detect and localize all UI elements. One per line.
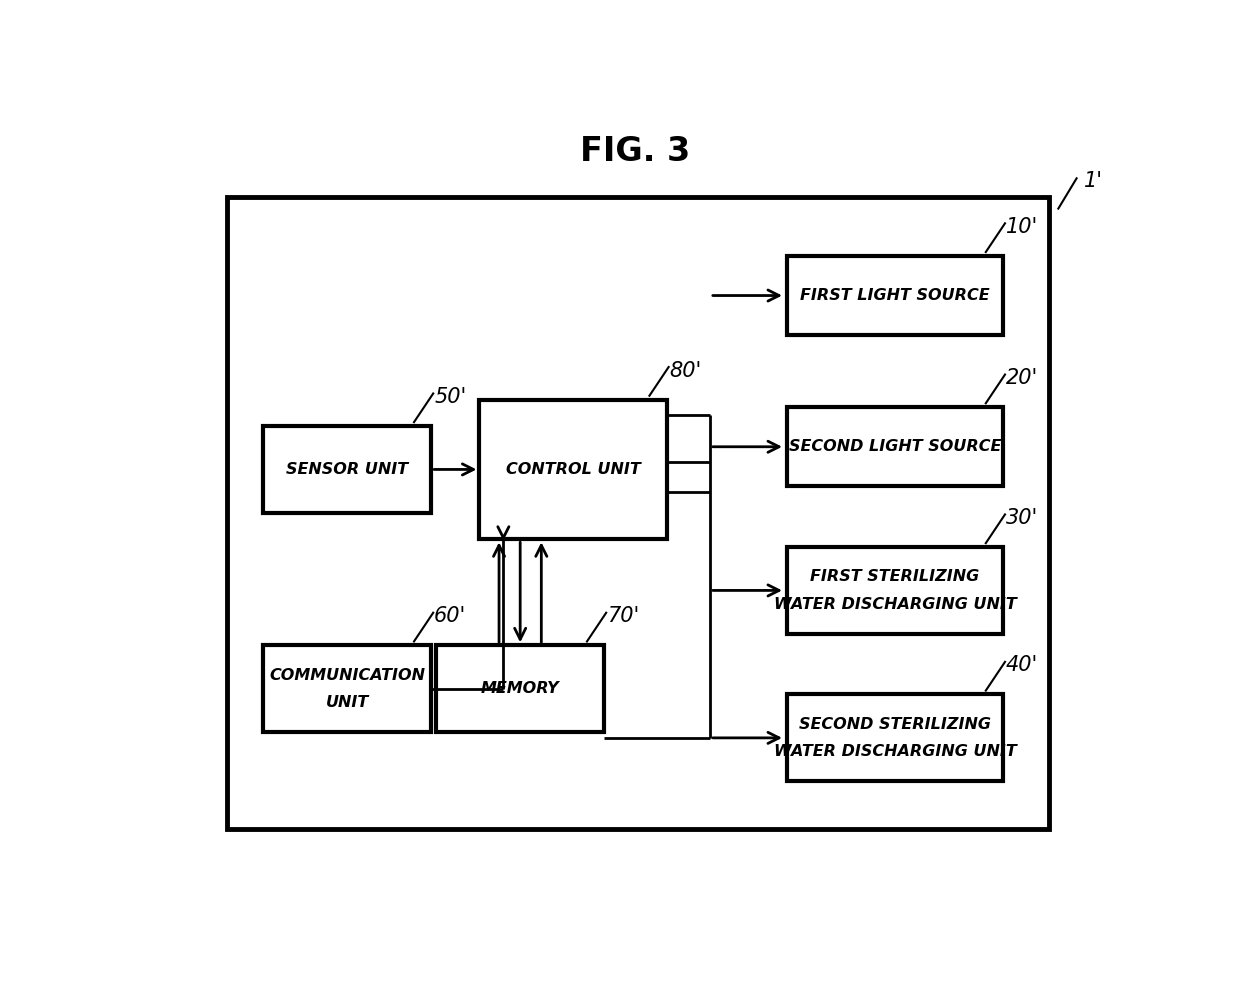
Text: MEMORY: MEMORY bbox=[481, 682, 559, 696]
Text: 70': 70' bbox=[608, 606, 640, 627]
Text: 30': 30' bbox=[1006, 508, 1038, 528]
Text: COMMUNICATION: COMMUNICATION bbox=[269, 668, 425, 682]
Text: 10': 10' bbox=[1006, 217, 1038, 237]
Text: SECOND LIGHT SOURCE: SECOND LIGHT SOURCE bbox=[789, 439, 1001, 455]
Text: 20': 20' bbox=[1006, 368, 1038, 388]
Bar bbox=[480, 400, 667, 539]
Bar bbox=[263, 645, 432, 733]
Text: SENSOR UNIT: SENSOR UNIT bbox=[286, 462, 408, 477]
Text: 50': 50' bbox=[434, 387, 466, 408]
Bar bbox=[787, 408, 1003, 486]
Text: 1': 1' bbox=[1084, 171, 1104, 191]
Text: FIG. 3: FIG. 3 bbox=[580, 136, 691, 168]
Bar bbox=[787, 256, 1003, 335]
Bar bbox=[227, 197, 1049, 829]
Text: WATER DISCHARGING UNIT: WATER DISCHARGING UNIT bbox=[774, 596, 1017, 612]
Bar bbox=[787, 547, 1003, 634]
Text: CONTROL UNIT: CONTROL UNIT bbox=[506, 462, 640, 477]
Text: FIRST LIGHT SOURCE: FIRST LIGHT SOURCE bbox=[800, 288, 990, 303]
Bar bbox=[263, 426, 432, 513]
Text: 40': 40' bbox=[1006, 656, 1038, 676]
Text: UNIT: UNIT bbox=[326, 695, 368, 710]
Bar bbox=[436, 645, 604, 733]
Text: 60': 60' bbox=[434, 606, 466, 627]
Text: SECOND STERILIZING: SECOND STERILIZING bbox=[799, 717, 991, 732]
Bar bbox=[787, 694, 1003, 782]
Text: 80': 80' bbox=[670, 360, 702, 381]
Text: FIRST STERILIZING: FIRST STERILIZING bbox=[811, 570, 980, 584]
Text: WATER DISCHARGING UNIT: WATER DISCHARGING UNIT bbox=[774, 744, 1017, 759]
